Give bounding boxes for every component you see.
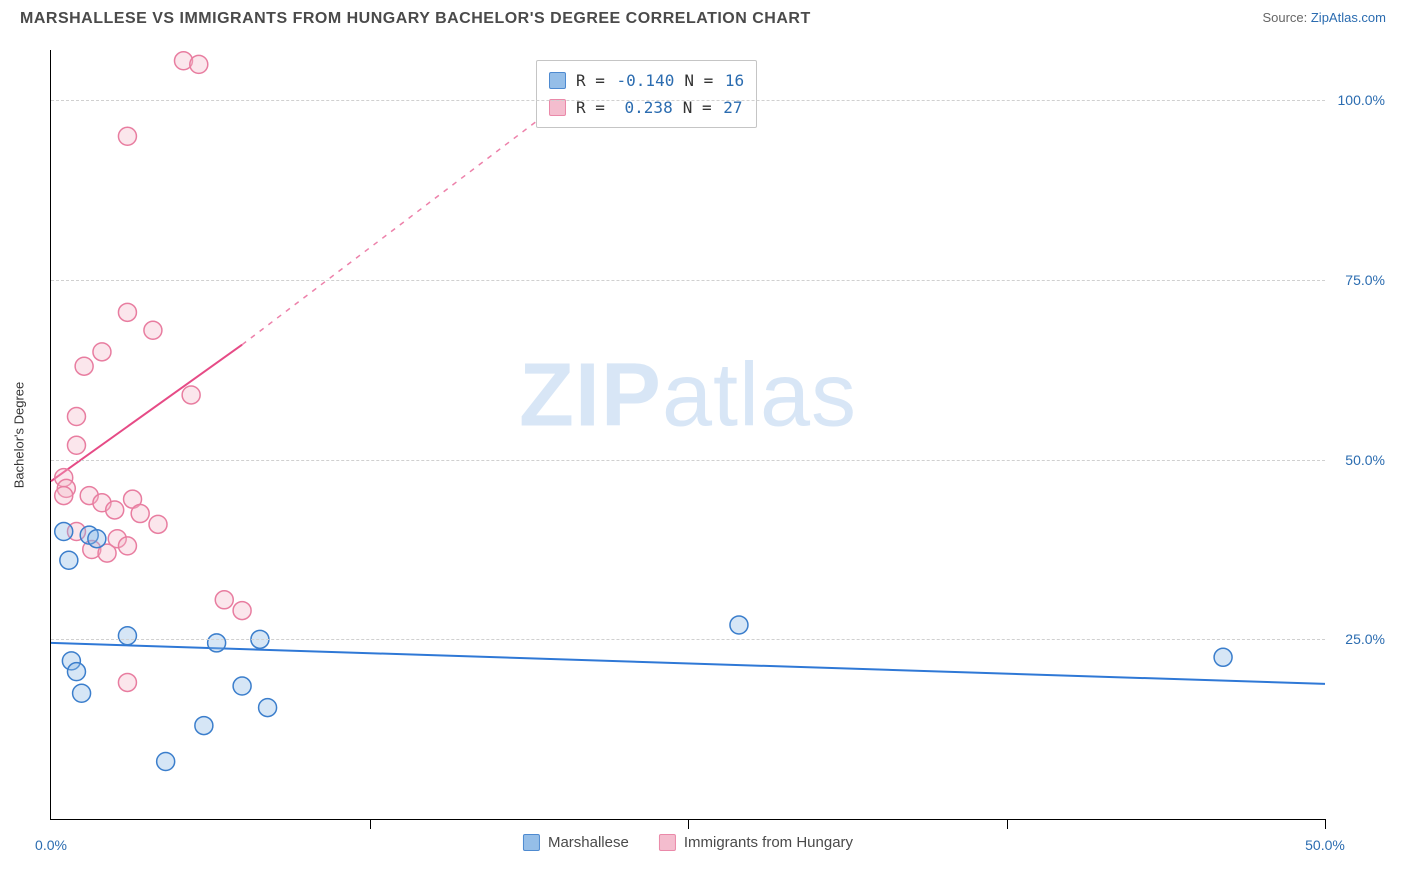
bottom-legend: Marshallese Immigrants from Hungary — [523, 834, 853, 851]
y-tick-label: 50.0% — [1345, 452, 1385, 468]
x-tick-minor — [370, 819, 371, 829]
scatter-point-blue — [67, 663, 85, 681]
scatter-point-pink — [55, 487, 73, 505]
gridline-y — [51, 100, 1325, 101]
source-prefix: Source: — [1262, 10, 1310, 25]
legend-label-pink: Immigrants from Hungary — [684, 834, 853, 851]
scatter-point-blue — [157, 753, 175, 771]
scatter-point-blue — [233, 677, 251, 695]
scatter-point-pink — [182, 386, 200, 404]
scatter-point-pink — [106, 501, 124, 519]
scatter-point-blue — [1214, 648, 1232, 666]
scatter-point-pink — [118, 537, 136, 555]
gridline-y — [51, 280, 1325, 281]
scatter-point-blue — [55, 523, 73, 541]
x-tick-minor — [1007, 819, 1008, 829]
scatter-point-pink — [67, 408, 85, 426]
scatter-point-blue — [73, 684, 91, 702]
source-citation: Source: ZipAtlas.com — [1262, 10, 1386, 25]
chart-area: ZIPatlas Bachelor's Degree R = -0.140 N … — [50, 50, 1370, 840]
legend-stats-row-blue: R = -0.140 N = 16 — [549, 67, 744, 94]
y-tick-label: 75.0% — [1345, 272, 1385, 288]
source-link[interactable]: ZipAtlas.com — [1311, 10, 1386, 25]
y-tick-label: 25.0% — [1345, 631, 1385, 647]
scatter-point-blue — [88, 530, 106, 548]
scatter-point-blue — [208, 634, 226, 652]
x-tick — [1325, 819, 1326, 829]
scatter-point-pink — [67, 436, 85, 454]
x-tick — [688, 819, 689, 829]
chart-title: MARSHALLESE VS IMMIGRANTS FROM HUNGARY B… — [20, 10, 811, 28]
scatter-point-pink — [149, 515, 167, 533]
scatter-point-pink — [118, 127, 136, 145]
legend-stats-row-pink: R = 0.238 N = 27 — [549, 94, 744, 121]
scatter-point-pink — [75, 357, 93, 375]
x-tick-label: 0.0% — [35, 837, 67, 853]
scatter-point-pink — [233, 602, 251, 620]
scatter-point-blue — [195, 717, 213, 735]
legend-swatch-pink — [549, 99, 566, 116]
scatter-point-pink — [131, 505, 149, 523]
scatter-point-blue — [118, 627, 136, 645]
scatter-point-blue — [259, 699, 277, 717]
gridline-y — [51, 460, 1325, 461]
legend-item-pink: Immigrants from Hungary — [659, 834, 853, 851]
legend-swatch-blue-2 — [523, 834, 540, 851]
x-tick-label: 50.0% — [1305, 837, 1345, 853]
scatter-point-pink — [118, 673, 136, 691]
scatter-point-pink — [190, 55, 208, 73]
scatter-point-pink — [93, 343, 111, 361]
y-axis-title: Bachelor's Degree — [12, 381, 27, 488]
legend-stats-box: R = -0.140 N = 16 R = 0.238 N = 27 — [536, 60, 757, 128]
scatter-point-blue — [60, 551, 78, 569]
legend-swatch-pink-2 — [659, 834, 676, 851]
legend-label-blue: Marshallese — [548, 834, 629, 851]
y-tick-label: 100.0% — [1338, 92, 1385, 108]
gridline-y — [51, 639, 1325, 640]
scatter-svg — [51, 50, 1325, 819]
legend-swatch-blue — [549, 72, 566, 89]
scatter-point-pink — [215, 591, 233, 609]
scatter-point-pink — [118, 303, 136, 321]
scatter-point-pink — [144, 321, 162, 339]
scatter-point-blue — [730, 616, 748, 634]
legend-item-blue: Marshallese — [523, 834, 629, 851]
plot-area: ZIPatlas Bachelor's Degree R = -0.140 N … — [50, 50, 1325, 820]
